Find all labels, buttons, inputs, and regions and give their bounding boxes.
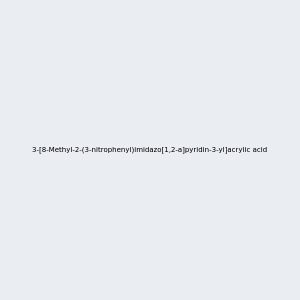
Text: 3-[8-Methyl-2-(3-nitrophenyl)imidazo[1,2-a]pyridin-3-yl]acrylic acid: 3-[8-Methyl-2-(3-nitrophenyl)imidazo[1,2… [32, 147, 268, 153]
